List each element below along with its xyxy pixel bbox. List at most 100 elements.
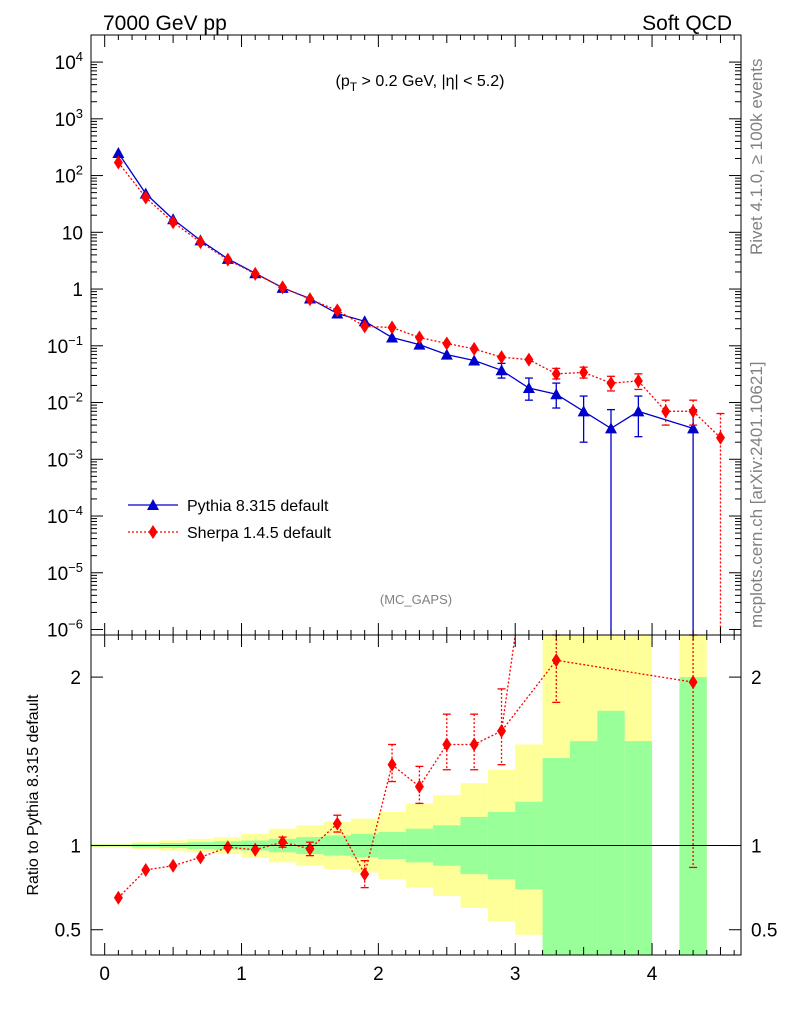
ratio-point bbox=[414, 779, 424, 794]
data-point-1 bbox=[688, 404, 698, 419]
ratio-ytick-label: 1 bbox=[70, 837, 81, 858]
data-point-1 bbox=[497, 350, 507, 365]
series-line-1 bbox=[117, 162, 721, 439]
ratio-xtick-label: 4 bbox=[647, 964, 658, 985]
data-point-1 bbox=[524, 352, 534, 367]
data-point-0 bbox=[522, 382, 535, 394]
ratio-point bbox=[113, 890, 123, 905]
data-point-0 bbox=[550, 388, 563, 400]
ratio-panel: 0.5 0.5 1 1 2 2 0 1 2 3 4 Ratio to Pythia 8.315 de… bbox=[25, 634, 777, 985]
ratio-frame bbox=[90, 634, 742, 956]
ratio-point bbox=[688, 675, 698, 690]
ratio-xtick-label: 0 bbox=[99, 964, 110, 985]
data-point-0 bbox=[687, 422, 700, 434]
main-ytick-exponent: −1 bbox=[68, 333, 83, 348]
data-point-1 bbox=[195, 235, 205, 250]
main-ytick-label: 102 bbox=[55, 163, 83, 188]
ratio-ylabel: Ratio to Pythia 8.315 default bbox=[25, 694, 42, 896]
main-ytick-exponent: 2 bbox=[76, 163, 83, 178]
ratio-xtick-label: 3 bbox=[510, 964, 521, 985]
ratio-point bbox=[469, 737, 479, 752]
ratio-xtick-label: 2 bbox=[373, 964, 384, 985]
data-point-1 bbox=[661, 404, 671, 419]
main-ytick-label: 10−4 bbox=[47, 503, 83, 528]
data-point-0 bbox=[112, 146, 125, 158]
data-point-1 bbox=[715, 430, 725, 445]
ratio-ytick-label: 0.5 bbox=[55, 921, 81, 942]
data-point-1 bbox=[469, 341, 479, 356]
ratio-point bbox=[168, 858, 178, 873]
data-point-1 bbox=[442, 336, 452, 351]
legend-marker bbox=[148, 525, 158, 539]
main-ytick-label: 10−1 bbox=[47, 333, 83, 358]
data-point-1 bbox=[305, 292, 315, 307]
cut-annotation: (pT > 0.2 GeV, |η| < 5.2) bbox=[336, 73, 505, 94]
green-band-bin bbox=[624, 741, 653, 955]
data-point-1 bbox=[168, 215, 178, 230]
data-point-1 bbox=[223, 252, 233, 267]
data-point-1 bbox=[633, 373, 643, 388]
ratio-point bbox=[141, 862, 151, 877]
main-ytick-exponent: −6 bbox=[68, 617, 83, 632]
ratio-point bbox=[551, 653, 561, 668]
main-ytick-exponent: −4 bbox=[68, 503, 83, 518]
main-ytick-exponent: −2 bbox=[68, 390, 83, 405]
legend-label: Sherpa 1.4.5 default bbox=[187, 525, 332, 542]
main-ytick-label: 10−2 bbox=[47, 390, 83, 415]
green-band-bin bbox=[569, 741, 598, 955]
legend-label: Pythia 8.315 default bbox=[187, 498, 329, 515]
ratio-ytick-label: 2 bbox=[70, 668, 81, 689]
green-band-bin bbox=[542, 757, 570, 955]
main-ytick-exponent: 4 bbox=[76, 49, 83, 64]
ratio-ytick-label-right: 2 bbox=[751, 668, 762, 689]
ratio-point bbox=[250, 842, 260, 857]
ratio-ytick-label-right: 1 bbox=[751, 837, 762, 858]
ratio-point bbox=[442, 737, 452, 752]
main-ytick-label: 10−6 bbox=[47, 617, 83, 642]
main-ytick-exponent: 3 bbox=[76, 106, 83, 121]
annot-sub: T bbox=[350, 80, 358, 94]
main-ytick-label: 10 bbox=[62, 223, 83, 244]
legend: Pythia 8.315 default Sherpa 1.4.5 default bbox=[128, 498, 332, 542]
data-point-1 bbox=[250, 266, 260, 281]
ratio-offscale-link bbox=[500, 634, 516, 732]
data-point-0 bbox=[577, 405, 590, 417]
data-point-0 bbox=[468, 354, 481, 366]
data-point-0 bbox=[440, 348, 453, 360]
main-frame bbox=[90, 34, 742, 636]
data-point-0 bbox=[495, 364, 508, 376]
legend-marker bbox=[147, 499, 159, 510]
header-left-label: 7000 GeV pp bbox=[103, 12, 227, 35]
annot-part: > 0.2 GeV, |η| < 5.2) bbox=[357, 73, 504, 90]
data-point-1 bbox=[579, 365, 589, 380]
data-point-1 bbox=[278, 280, 288, 295]
main-panel: 10−6 10−5 10−4 10−3 10−2 10−1 1 10 102 103 104 (pT… bbox=[47, 34, 742, 642]
data-point-1 bbox=[551, 366, 561, 381]
main-ytick-label: 103 bbox=[55, 106, 83, 131]
data-point-1 bbox=[360, 319, 370, 334]
data-point-0 bbox=[605, 422, 617, 434]
data-point-1 bbox=[141, 190, 151, 205]
ratio-point bbox=[497, 724, 507, 738]
ratio-point bbox=[360, 867, 370, 882]
ratio-ytick-label-right: 0.5 bbox=[751, 921, 777, 942]
data-point-1 bbox=[387, 320, 397, 335]
mcplots-url-label: mcplots.cern.ch [arXiv:2401.10621] bbox=[747, 362, 766, 628]
data-point-1 bbox=[113, 155, 123, 170]
main-ytick-label: 1 bbox=[72, 280, 83, 301]
ratio-point bbox=[195, 850, 205, 865]
data-point-0 bbox=[386, 331, 399, 343]
annot-part: (p bbox=[336, 73, 350, 90]
main-ytick-label: 104 bbox=[55, 49, 83, 74]
green-band-bin bbox=[597, 710, 625, 955]
ratio-xtick-label: 1 bbox=[236, 964, 247, 985]
data-point-0 bbox=[632, 405, 645, 417]
main-ytick-label: 10−5 bbox=[47, 560, 83, 585]
data-point-1 bbox=[414, 330, 424, 345]
rivet-version-label: Rivet 4.1.0, ≥ 100k events bbox=[747, 59, 766, 255]
analysis-watermark: (MC_GAPS) bbox=[380, 592, 452, 607]
main-ytick-label: 10−3 bbox=[47, 446, 83, 471]
ratio-point bbox=[223, 840, 233, 855]
ratio-point bbox=[332, 816, 342, 831]
